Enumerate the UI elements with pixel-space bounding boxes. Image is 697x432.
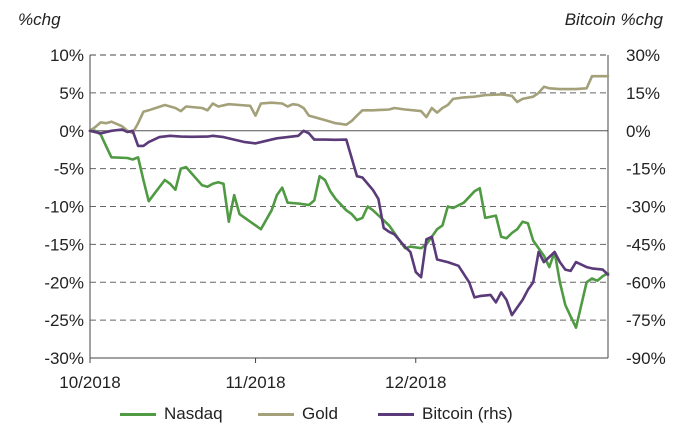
y-left-axis-label: %chg <box>18 10 61 29</box>
y-left-tick-label: -15% <box>44 235 84 254</box>
y-right-tick-label: 0% <box>626 122 651 141</box>
legend-label-nasdaq: Nasdaq <box>164 404 223 423</box>
x-tick-label: 12/2018 <box>385 373 446 392</box>
y-left-tick-label: 5% <box>59 84 84 103</box>
axes <box>89 54 609 359</box>
series-line-gold <box>88 74 610 135</box>
y-right-axis-label: Bitcoin %chg <box>564 10 663 29</box>
y-right-ticks: 30% 15% 0% -15% -30% -45% -60% -75% -90% <box>626 46 666 368</box>
legend-swatch-bitcoin <box>378 412 414 416</box>
legend-item-gold: Gold <box>258 402 338 426</box>
legend-item-bitcoin: Bitcoin (rhs) <box>378 402 513 426</box>
y-right-tick-label: -45% <box>626 235 666 254</box>
y-left-tick-label: -5% <box>54 160 84 179</box>
y-right-tick-label: -15% <box>626 160 666 179</box>
series-lines <box>88 74 610 329</box>
legend-label-bitcoin: Bitcoin (rhs) <box>422 404 513 423</box>
legend: Nasdaq Gold Bitcoin (rhs) <box>0 402 697 426</box>
grid-lines <box>90 92 608 321</box>
y-right-tick-label: 15% <box>626 84 660 103</box>
y-left-tick-label: -25% <box>44 311 84 330</box>
series-line-bitcoin-rhs <box>88 128 610 317</box>
y-right-tick-label: -30% <box>626 198 666 217</box>
y-right-tick-label: -75% <box>626 311 666 330</box>
legend-label-gold: Gold <box>302 404 338 423</box>
legend-swatch-gold <box>258 412 294 416</box>
y-left-tick-label: -20% <box>44 273 84 292</box>
y-left-tick-label: 10% <box>50 46 84 65</box>
x-tick-label: 10/2018 <box>59 373 120 392</box>
y-right-tick-label: -60% <box>626 273 666 292</box>
legend-item-nasdaq: Nasdaq <box>120 402 223 426</box>
x-ticks: 10/2018 11/2018 12/2018 <box>59 358 446 392</box>
y-right-tick-label: -90% <box>626 349 666 368</box>
y-right-tick-label: 30% <box>626 46 660 65</box>
y-left-tick-label: -30% <box>44 349 84 368</box>
y-left-tick-label: 0% <box>59 122 84 141</box>
y-left-ticks: 10% 5% 0% -5% -10% -15% -20% -25% -30% <box>44 46 84 368</box>
series-line-nasdaq <box>88 129 610 329</box>
y-left-tick-label: -10% <box>44 198 84 217</box>
legend-swatch-nasdaq <box>120 412 156 416</box>
x-tick-label: 11/2018 <box>225 373 285 392</box>
